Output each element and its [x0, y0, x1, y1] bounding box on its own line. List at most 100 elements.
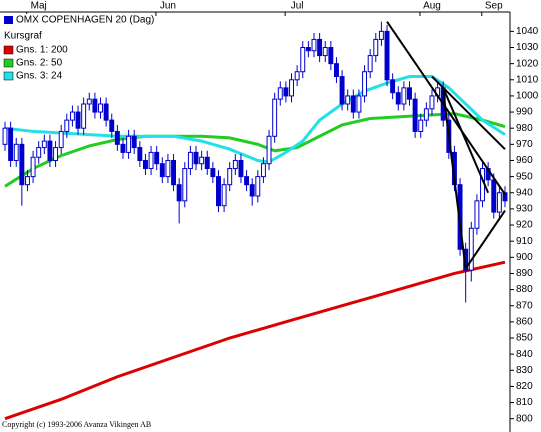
trend-line — [464, 209, 506, 270]
candle-body — [148, 151, 154, 170]
x-tick-label: Jun — [160, 1, 176, 12]
candle-body — [367, 55, 373, 73]
y-tick-label: 930 — [516, 204, 533, 215]
candle-body — [429, 95, 435, 110]
legend-label: Gns. 2: 50 — [16, 58, 63, 69]
y-tick-label: 990 — [516, 107, 533, 118]
candle-body — [244, 176, 250, 186]
candle-body — [305, 47, 311, 52]
candle-body — [159, 163, 165, 178]
candle-body — [126, 135, 132, 153]
candle-body — [356, 95, 362, 113]
candle-body — [8, 127, 14, 161]
candle-body — [317, 38, 323, 57]
legend-subtitle: Kursgraf — [4, 31, 42, 42]
candle-body — [227, 168, 233, 186]
candle-body — [64, 119, 70, 132]
legend-swatch — [3, 71, 14, 81]
candle-body — [277, 87, 283, 100]
candle-body — [109, 119, 115, 132]
y-tick-label: 800 — [516, 413, 533, 424]
candle-body — [260, 163, 266, 178]
candle-body — [384, 30, 390, 81]
candle-body — [199, 156, 205, 165]
candle-body — [131, 135, 137, 149]
candle-body — [238, 159, 244, 178]
candle-body — [418, 119, 424, 132]
candle-body — [69, 111, 75, 121]
moving-average — [4, 75, 506, 164]
candle-body — [36, 147, 42, 158]
y-tick-label: 900 — [516, 252, 533, 263]
y-tick-label: 1040 — [516, 26, 539, 37]
y-tick-label: 1010 — [516, 74, 539, 85]
y-tick-label: 870 — [516, 300, 533, 311]
x-tick-label: Jul — [291, 1, 304, 12]
candle-body — [53, 147, 59, 161]
candle-body — [345, 95, 351, 105]
candle-body — [47, 140, 53, 161]
candle-body — [474, 200, 480, 229]
candle-body — [165, 159, 171, 178]
candle-body — [193, 151, 199, 165]
candle-body — [187, 151, 193, 170]
y-tick-label: 1000 — [516, 91, 539, 102]
moving-average — [4, 260, 506, 421]
candle-body — [75, 111, 81, 129]
y-tick-label: 880 — [516, 284, 533, 295]
candle-body — [300, 47, 306, 73]
legend-swatch — [4, 16, 13, 24]
y-tick-label: 950 — [516, 171, 533, 182]
y-tick-label: 840 — [516, 349, 533, 360]
candle-body — [92, 98, 98, 113]
y-tick-label: 850 — [516, 333, 533, 344]
y-tick-label: 970 — [516, 139, 533, 150]
candle-body — [103, 103, 109, 121]
x-tick-label: Sep — [485, 1, 503, 12]
candle-body — [289, 79, 294, 97]
candle-body — [13, 143, 19, 161]
legend-label: Gns. 1: 200 — [16, 45, 68, 56]
legend-swatch — [3, 45, 14, 55]
candle-body — [294, 71, 300, 81]
candle-body — [120, 143, 126, 153]
candle-body — [182, 168, 188, 202]
candle-body — [333, 63, 339, 78]
candle-body — [468, 227, 474, 271]
candle-body — [25, 176, 30, 186]
y-tick-label: 1030 — [516, 42, 539, 53]
legend-title: OMX COPENHAGEN 20 (Dag) — [16, 15, 154, 26]
candle-body — [204, 156, 210, 170]
candle-body — [373, 38, 379, 57]
candle-body — [407, 87, 412, 100]
y-tick-label: 910 — [516, 236, 533, 247]
candle-body — [216, 176, 221, 207]
candle-body — [249, 184, 255, 197]
copyright: Copyright (c) 1993-2006 Avanza Vikingen … — [2, 420, 151, 429]
candle-body — [496, 192, 502, 213]
y-tick-label: 860 — [516, 317, 533, 328]
legend: OMX COPENHAGEN 20 (Dag) Kursgraf Gns. 1:… — [0, 14, 154, 86]
candle-body — [210, 168, 216, 178]
trend-line — [442, 90, 467, 269]
candle-body — [142, 159, 148, 170]
candle-body — [176, 184, 182, 202]
y-tick-label: 830 — [516, 365, 533, 376]
candle-body — [491, 179, 497, 213]
y-tick-label: 890 — [516, 268, 533, 279]
candle-body — [30, 156, 36, 178]
candle-body — [58, 130, 64, 149]
candle-body — [328, 47, 334, 65]
x-tick-label: Maj — [31, 1, 47, 12]
candle-body — [395, 92, 401, 105]
candle-body — [221, 184, 227, 207]
candle-body — [339, 76, 345, 105]
candle-body — [401, 87, 407, 105]
candle-body — [350, 95, 356, 113]
y-tick-label: 940 — [516, 187, 533, 198]
candle-body — [412, 98, 418, 132]
candle-body — [81, 103, 87, 129]
candle-body — [154, 151, 160, 165]
legend-background — [0, 14, 118, 86]
candle-body — [86, 98, 92, 105]
